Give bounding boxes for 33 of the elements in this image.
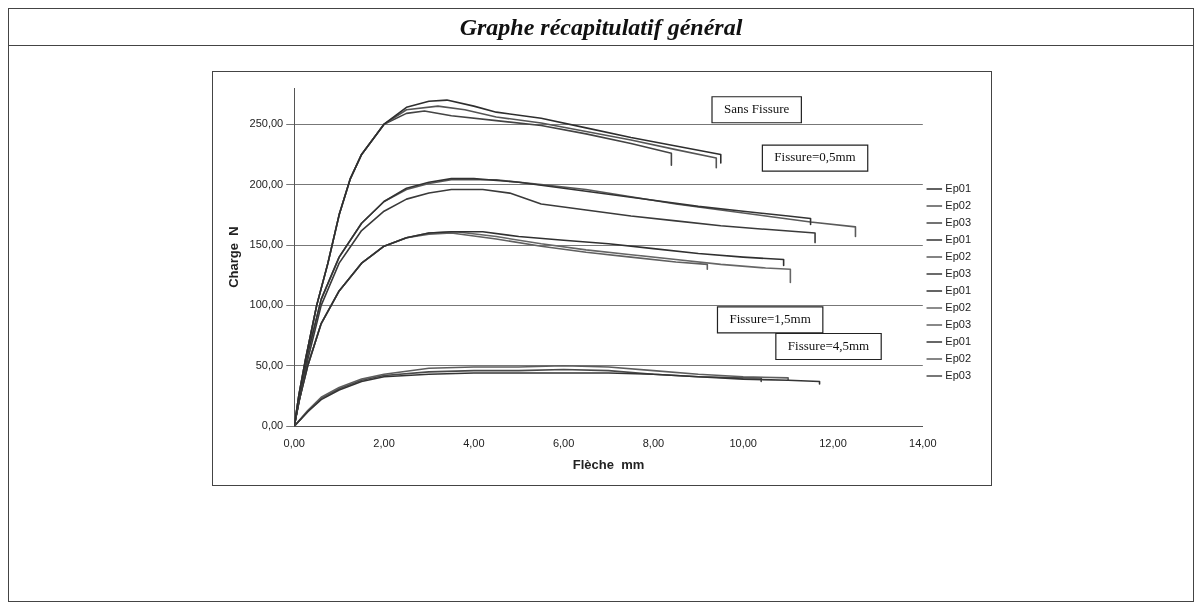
annotation: Fissure=1,5mm: [729, 311, 811, 327]
y-tick-label: 100,00: [249, 298, 284, 311]
legend-label: Ep03: [945, 216, 972, 229]
annotation: Fissure=4,5mm: [787, 337, 870, 353]
x-tick-label: 14,00: [909, 436, 937, 449]
legend-label: Ep01: [945, 182, 972, 195]
x-tick-label: 8,00: [642, 436, 665, 449]
legend-label: Ep01: [945, 335, 972, 348]
legend-label: Ep02: [945, 301, 972, 314]
x-tick-label: 6,00: [552, 436, 575, 449]
legend-label: Ep03: [945, 267, 972, 280]
x-tick-label: 10,00: [729, 436, 757, 449]
annotation: Fissure=0,5mm: [774, 149, 856, 165]
legend-label: Ep02: [945, 250, 972, 263]
y-tick-label: 200,00: [249, 177, 284, 190]
chart-title: Graphe récapitulatif général: [9, 9, 1193, 46]
legend-label: Ep01: [945, 284, 972, 297]
y-tick-label: 50,00: [255, 358, 284, 371]
y-tick-label: 0,00: [261, 419, 284, 432]
legend-label: Ep02: [945, 199, 972, 212]
annotation: Sans Fissure: [724, 101, 790, 117]
x-axis-title: Flèche mm: [572, 456, 645, 472]
y-axis-title: Charge N: [226, 226, 242, 288]
x-tick-label: 2,00: [373, 436, 395, 449]
x-tick-label: 0,00: [283, 436, 305, 449]
x-tick-label: 12,00: [819, 436, 847, 449]
legend-label: Ep03: [945, 318, 972, 331]
x-tick-label: 4,00: [463, 436, 485, 449]
y-tick-label: 250,00: [249, 117, 284, 130]
legend-label: Ep02: [945, 352, 972, 365]
legend-label: Ep01: [945, 233, 972, 246]
legend-label: Ep03: [945, 369, 972, 382]
y-tick-label: 150,00: [249, 238, 284, 251]
